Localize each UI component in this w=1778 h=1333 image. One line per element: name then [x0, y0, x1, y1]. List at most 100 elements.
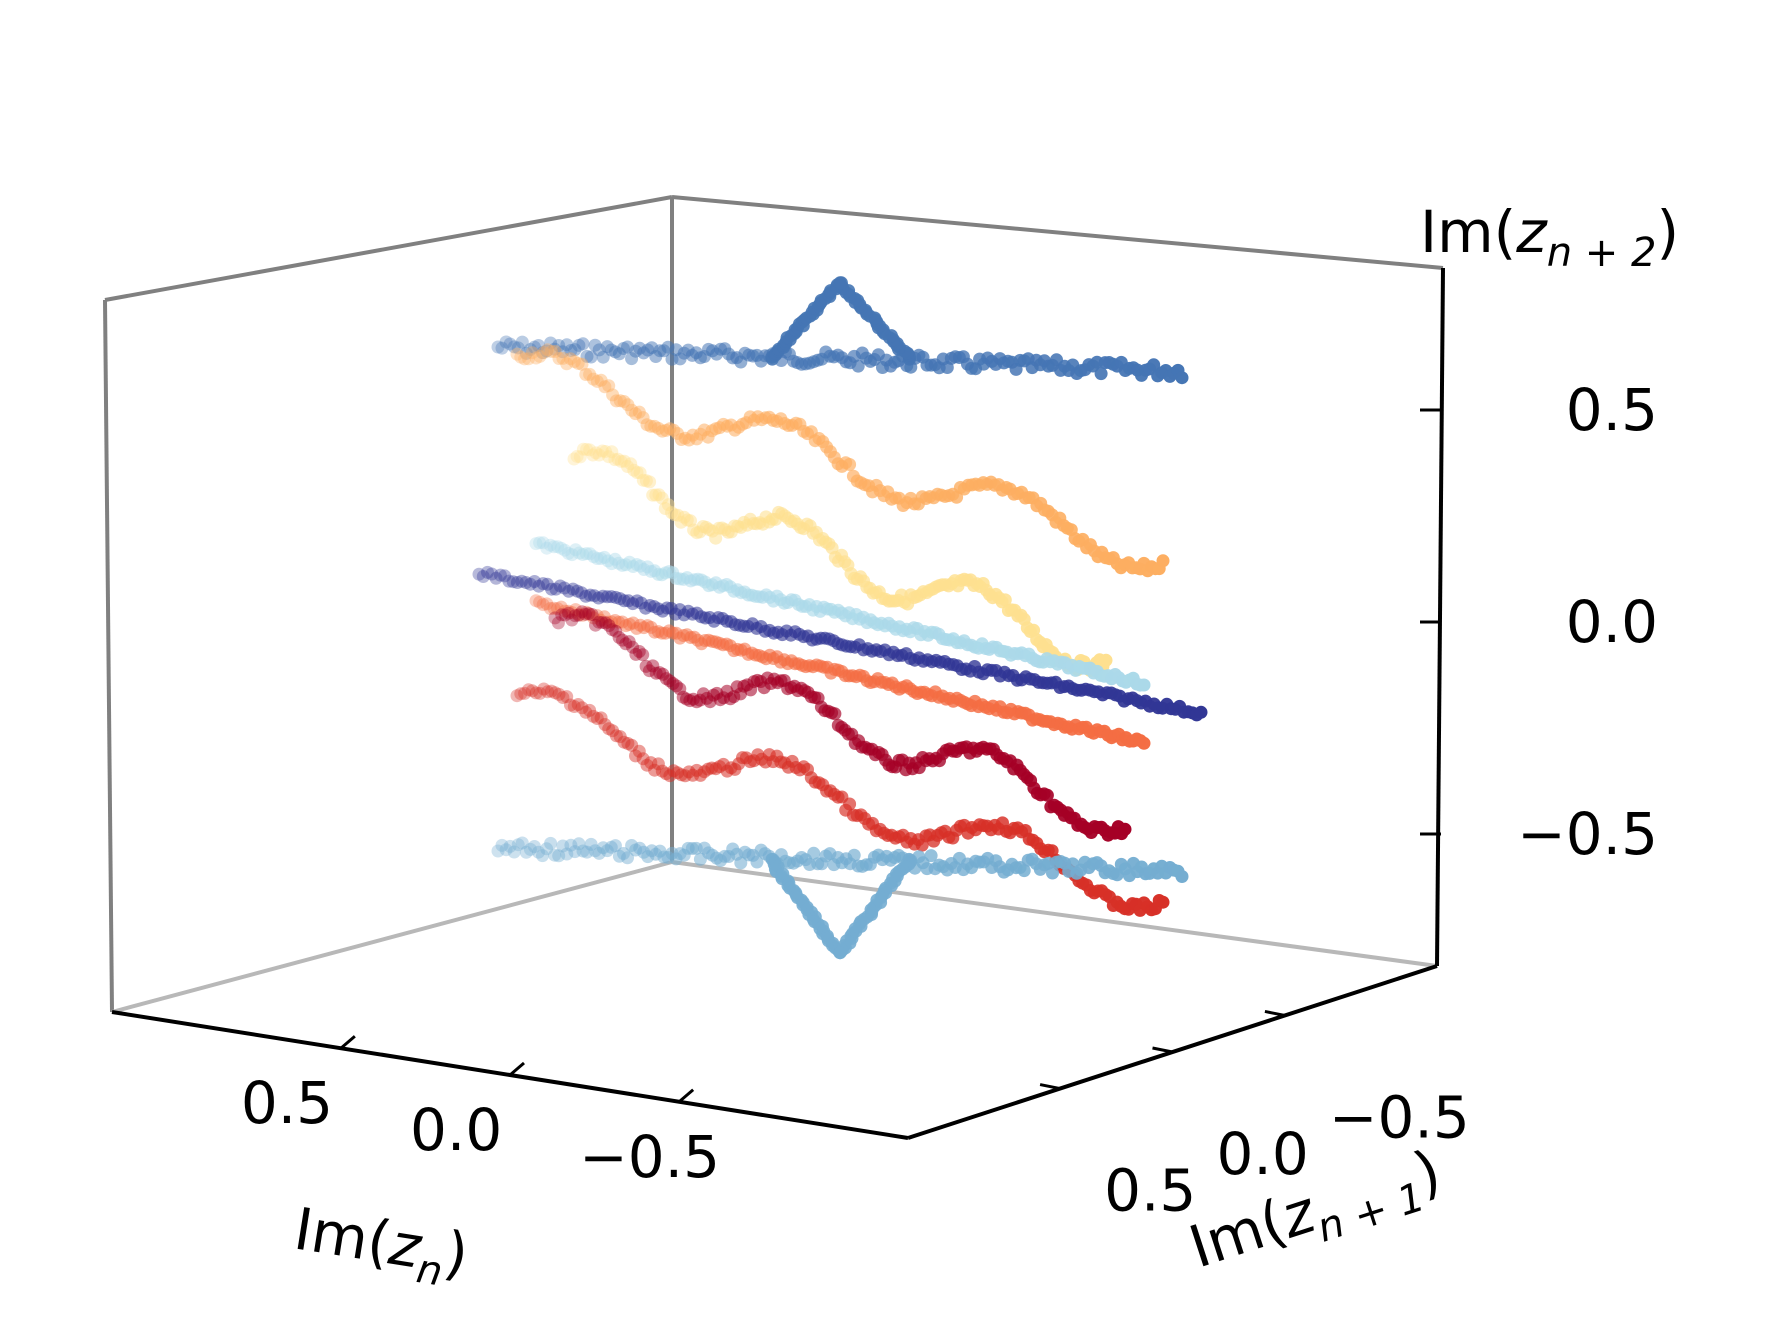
data-point — [564, 352, 577, 366]
data-point — [551, 602, 565, 616]
data-point — [518, 352, 532, 366]
data-point — [601, 554, 615, 568]
back-top-left-edge — [104, 195, 673, 302]
z-axis-line — [1435, 267, 1445, 967]
data-point — [649, 488, 663, 502]
data-point — [604, 590, 618, 604]
data-point — [608, 453, 622, 467]
data-point — [553, 579, 567, 593]
data-point — [629, 407, 642, 421]
data-point — [625, 403, 639, 417]
data-point — [540, 842, 554, 856]
data-point — [561, 546, 575, 560]
data-point — [510, 689, 524, 703]
data-point — [637, 346, 651, 360]
data-point — [632, 744, 646, 758]
x-axis-title: Im(zn) — [288, 1195, 473, 1299]
series-level-8 — [510, 682, 1170, 917]
data-point — [612, 615, 626, 629]
data-point — [528, 575, 541, 588]
data-point — [625, 839, 639, 852]
series-level-6 — [529, 594, 1151, 750]
data-point — [608, 614, 622, 627]
data-point — [564, 838, 578, 852]
axes-box — [103, 195, 1445, 1140]
data-point — [567, 452, 581, 466]
data-point — [648, 763, 662, 777]
data-point — [621, 340, 634, 354]
data-point — [587, 550, 601, 564]
data-point — [547, 540, 561, 554]
scatter-layer — [472, 276, 1208, 960]
x-tick-mark — [509, 1061, 525, 1077]
data-point — [519, 346, 533, 360]
y-tick-mark — [1264, 1009, 1286, 1017]
data-point — [1046, 866, 1059, 880]
x-tick-label: −0.5 — [579, 1123, 720, 1191]
data-point — [630, 466, 644, 479]
data-point — [626, 597, 640, 611]
data-point — [709, 531, 723, 545]
data-point — [1137, 678, 1151, 692]
data-point — [587, 611, 601, 625]
data-point — [601, 615, 615, 629]
data-point — [644, 756, 658, 770]
data-point — [1147, 358, 1161, 372]
data-point — [532, 579, 546, 593]
data-point — [669, 679, 683, 693]
data-point — [636, 473, 650, 487]
data-point — [544, 345, 558, 358]
data-point — [608, 552, 622, 566]
data-point — [680, 513, 694, 527]
data-point — [594, 711, 608, 725]
data-point — [589, 618, 602, 632]
data-point — [558, 608, 572, 622]
data-point — [592, 448, 606, 462]
data-point — [648, 625, 662, 639]
data-point — [592, 591, 606, 605]
data-point — [548, 345, 562, 358]
data-point — [518, 686, 532, 700]
data-point — [617, 342, 630, 355]
data-point — [548, 342, 562, 356]
data-point — [843, 458, 857, 471]
data-point — [533, 536, 547, 550]
data-point — [573, 450, 587, 464]
data-point — [568, 343, 582, 357]
data-point — [533, 595, 547, 609]
data-point — [807, 846, 821, 860]
data-point — [556, 839, 570, 853]
data-point — [580, 845, 594, 859]
data-point — [617, 594, 631, 608]
data-point — [622, 635, 636, 649]
data-point — [532, 845, 545, 859]
data-point — [652, 488, 666, 502]
data-point — [562, 606, 575, 620]
data-point — [677, 510, 691, 524]
data-point — [605, 623, 619, 637]
data-point — [1099, 653, 1113, 667]
data-point — [568, 845, 582, 859]
data-point — [554, 541, 568, 555]
data-point — [585, 608, 599, 621]
data-point — [592, 846, 606, 860]
data-point — [624, 457, 638, 471]
data-point — [579, 368, 593, 381]
data-point — [560, 690, 574, 704]
data-point — [1194, 705, 1208, 719]
data-point — [579, 589, 593, 603]
data-point — [583, 443, 597, 457]
data-point — [571, 698, 585, 711]
data-point — [523, 343, 537, 356]
data-point — [592, 615, 606, 629]
x-tick-label: 0.5 — [241, 1069, 333, 1137]
data-point — [615, 558, 629, 572]
data-point — [507, 340, 521, 354]
data-point — [590, 374, 604, 388]
data-point — [583, 367, 597, 381]
x-tick-label: 0.0 — [410, 1096, 502, 1164]
data-point — [583, 608, 597, 622]
data-point — [540, 541, 554, 555]
data-point — [998, 593, 1012, 607]
data-point — [642, 664, 656, 678]
